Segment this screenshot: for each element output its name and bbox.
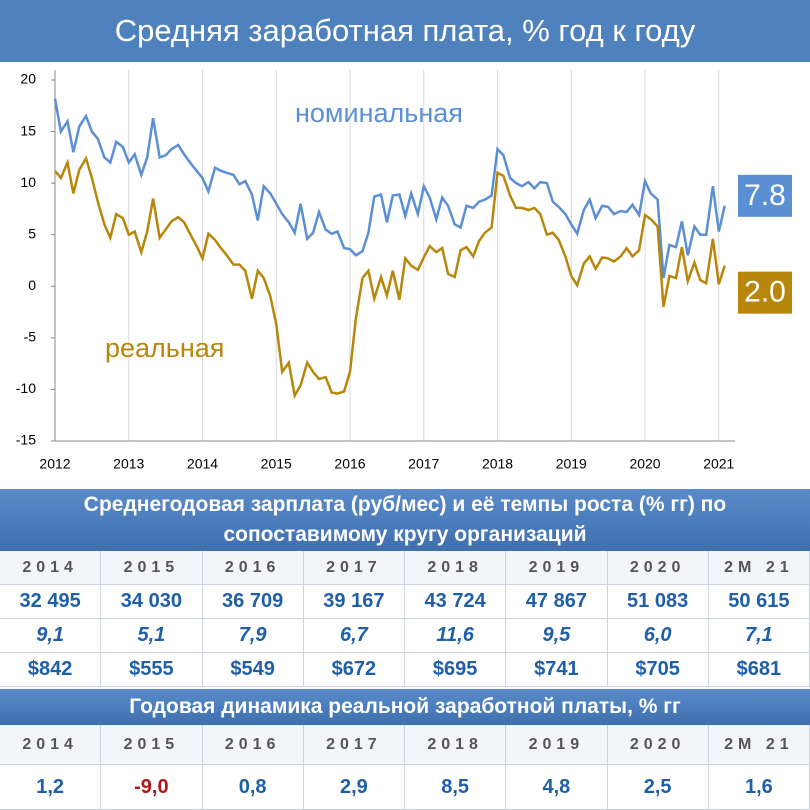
column-header: 2014 bbox=[0, 725, 102, 765]
y-tick-label: -5 bbox=[24, 329, 37, 345]
x-tick-label: 2013 bbox=[113, 456, 144, 472]
table-cell: $555 bbox=[101, 653, 203, 687]
x-tick-label: 2020 bbox=[629, 456, 660, 472]
table-cell: $672 bbox=[303, 653, 405, 687]
table-cell: $681 bbox=[708, 653, 810, 687]
column-header: 2019 bbox=[506, 725, 608, 765]
table-cell: 6,0 bbox=[607, 619, 709, 653]
table-cell: $705 bbox=[607, 653, 709, 687]
column-header: 2014 bbox=[0, 551, 102, 585]
table-cell: $741 bbox=[506, 653, 608, 687]
y-tick-label: 5 bbox=[28, 225, 36, 241]
series-line bbox=[53, 98, 726, 279]
table-cell: 1,2 bbox=[0, 765, 102, 810]
table-cell: 0,8 bbox=[202, 765, 304, 810]
table-cell: 34 030 bbox=[101, 585, 203, 619]
column-header: 2015 bbox=[101, 551, 203, 585]
table-cell: 8,5 bbox=[405, 765, 507, 810]
table-cell: 9,5 bbox=[506, 619, 608, 653]
end-label: 7.8 bbox=[744, 179, 786, 212]
table-cell: 32 495 bbox=[0, 585, 102, 619]
column-header: 2018 bbox=[405, 725, 507, 765]
column-header: 2018 bbox=[405, 551, 507, 585]
series-label: номинальная bbox=[295, 98, 463, 128]
table-cell: 7,1 bbox=[708, 619, 810, 653]
column-header: 2М 21 bbox=[708, 551, 810, 585]
y-tick-label: 15 bbox=[20, 122, 36, 138]
x-tick-label: 2014 bbox=[187, 456, 218, 472]
table-cell: 4,8 bbox=[506, 765, 608, 810]
x-tick-label: 2021 bbox=[703, 456, 734, 472]
table-cell: 7,9 bbox=[202, 619, 304, 653]
x-tick-label: 2016 bbox=[334, 456, 365, 472]
table-cell: $695 bbox=[405, 653, 507, 687]
table-cell: 43 724 bbox=[405, 585, 507, 619]
x-tick-label: 2012 bbox=[39, 456, 70, 472]
column-header: 2016 bbox=[202, 725, 304, 765]
header-row: 2014 2015 2016 2017 2018 2019 2020 2М 21 bbox=[0, 551, 810, 585]
end-label-box bbox=[738, 271, 792, 314]
x-tick-label: 2015 bbox=[261, 456, 292, 472]
table-cell: $842 bbox=[0, 653, 102, 687]
table-title: Среднегодовая зарплата (руб/мес) и её те… bbox=[0, 487, 810, 551]
table-cell: 51 083 bbox=[607, 585, 709, 619]
chart: Средняя заработная плата, % год к году 2… bbox=[0, 0, 810, 472]
table-cell: 2,9 bbox=[303, 765, 405, 810]
column-header: 2017 bbox=[303, 551, 405, 585]
column-header: 2016 bbox=[202, 551, 304, 585]
table-cell: 39 167 bbox=[303, 585, 405, 619]
table-cell: 11,6 bbox=[405, 619, 507, 653]
column-header: 2020 bbox=[607, 551, 709, 585]
x-tick-label: 2018 bbox=[482, 456, 513, 472]
column-header: 2020 bbox=[607, 725, 709, 765]
table-row: $842 $555 $549 $672 $695 $741 $705 $681 bbox=[0, 653, 810, 687]
column-header: 2019 bbox=[506, 551, 608, 585]
table-cell: 5,1 bbox=[101, 619, 203, 653]
table-row: 1,2 -9,0 0,8 2,9 8,5 4,8 2,5 1,6 bbox=[0, 765, 810, 810]
y-tick-label: 20 bbox=[20, 71, 36, 87]
x-tick-label: 2017 bbox=[408, 456, 439, 472]
x-tick-label: 2019 bbox=[556, 456, 587, 472]
y-tick-label: 10 bbox=[20, 174, 36, 190]
y-tick-label: -10 bbox=[16, 380, 36, 396]
table-cell: 36 709 bbox=[202, 585, 304, 619]
header-row: 2014 2015 2016 2017 2018 2019 2020 2М 21 bbox=[0, 725, 810, 765]
column-header: 2017 bbox=[303, 725, 405, 765]
table-cell: 50 615 bbox=[708, 585, 810, 619]
title-band bbox=[0, 0, 810, 62]
table-cell: 47 867 bbox=[506, 585, 608, 619]
end-label-box bbox=[738, 174, 792, 217]
y-tick-label: -15 bbox=[16, 432, 36, 448]
table-cell: 1,6 bbox=[708, 765, 810, 810]
table-cell: 2,5 bbox=[607, 765, 709, 810]
series-line bbox=[54, 155, 726, 400]
tables: Среднегодовая зарплата (руб/мес) и её те… bbox=[0, 487, 810, 810]
series-label: реальная bbox=[105, 333, 224, 363]
chart-title: Средняя заработная плата, % год к году bbox=[115, 13, 696, 48]
table-cell: 6,7 bbox=[303, 619, 405, 653]
column-header: 2М 21 bbox=[708, 725, 810, 765]
end-label: 2.0 bbox=[744, 276, 786, 309]
table-title: Годовая динамика реальной заработной пла… bbox=[0, 687, 810, 725]
table-row: 9,1 5,1 7,9 6,7 11,6 9,5 6,0 7,1 bbox=[0, 619, 810, 653]
table-cell: 9,1 bbox=[0, 619, 102, 653]
column-header: 2015 bbox=[101, 725, 203, 765]
table-cell: $549 bbox=[202, 653, 304, 687]
table-cell: -9,0 bbox=[101, 765, 203, 810]
y-tick-label: 0 bbox=[28, 277, 36, 293]
table-row: 32 495 34 030 36 709 39 167 43 724 47 867 51 0… bbox=[0, 585, 810, 619]
